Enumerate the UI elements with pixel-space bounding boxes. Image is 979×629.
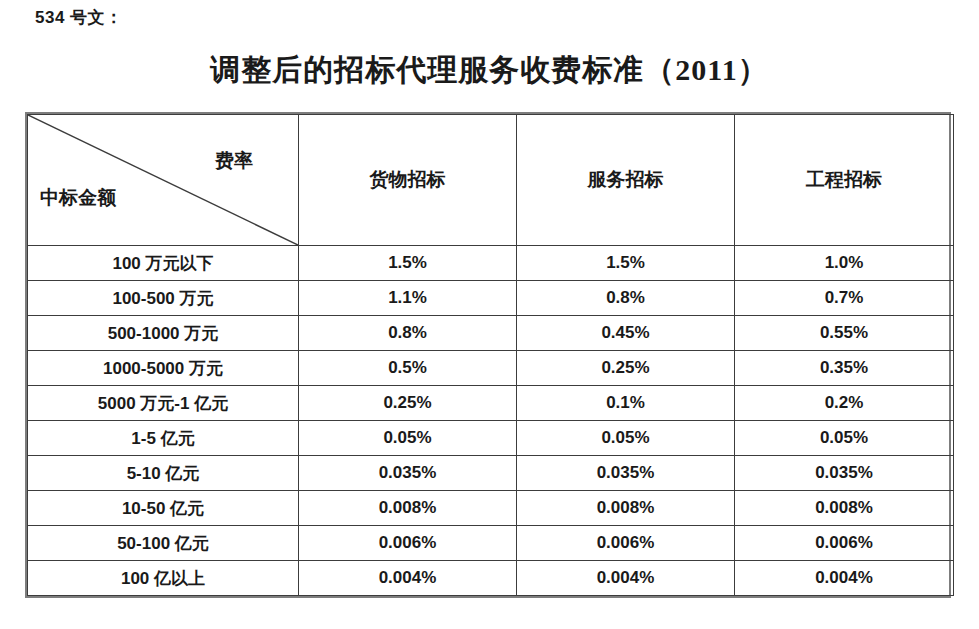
rate-cell-service: 0.45% [517, 316, 735, 351]
amount-cell: 1-5 亿元 [28, 421, 299, 456]
corner-label-rate: 费率 [215, 148, 253, 174]
rate-cell-goods: 1.5% [299, 246, 517, 281]
amount-cell: 100-500 万元 [28, 281, 299, 316]
amount-cell: 100 亿以上 [28, 561, 299, 596]
rate-cell-engineering: 0.006% [735, 526, 954, 561]
table-row: 1000-5000 万元 0.5% 0.25% 0.35% [28, 351, 954, 386]
rate-cell-engineering: 0.05% [735, 421, 954, 456]
rate-cell-service: 0.004% [517, 561, 735, 596]
diagonal-divider-line [28, 115, 298, 245]
table-row: 100 亿以上 0.004% 0.004% 0.004% [28, 561, 954, 596]
table-row: 500-1000 万元 0.8% 0.45% 0.55% [28, 316, 954, 351]
rate-cell-goods: 0.05% [299, 421, 517, 456]
rate-cell-goods: 0.8% [299, 316, 517, 351]
rate-cell-engineering: 0.035% [735, 456, 954, 491]
col-header-service-bidding: 服务招标 [517, 115, 735, 246]
rate-cell-service: 0.1% [517, 386, 735, 421]
rate-cell-service: 0.25% [517, 351, 735, 386]
table-row: 100-500 万元 1.1% 0.8% 0.7% [28, 281, 954, 316]
amount-cell: 500-1000 万元 [28, 316, 299, 351]
rate-cell-engineering: 0.2% [735, 386, 954, 421]
rate-cell-service: 1.5% [517, 246, 735, 281]
col-header-goods-bidding: 货物招标 [299, 115, 517, 246]
rate-cell-goods: 1.1% [299, 281, 517, 316]
rate-cell-service: 0.008% [517, 491, 735, 526]
corner-label-amount: 中标金额 [40, 185, 116, 211]
table-row: 10-50 亿元 0.008% 0.008% 0.008% [28, 491, 954, 526]
amount-cell: 10-50 亿元 [28, 491, 299, 526]
rate-cell-goods: 0.006% [299, 526, 517, 561]
rate-cell-engineering: 0.7% [735, 281, 954, 316]
rate-cell-goods: 0.5% [299, 351, 517, 386]
rate-cell-goods: 0.008% [299, 491, 517, 526]
rate-cell-goods: 0.004% [299, 561, 517, 596]
page-title: 调整后的招标代理服务收费标准（2011） [0, 50, 979, 91]
rate-cell-engineering: 1.0% [735, 246, 954, 281]
rate-cell-service: 0.006% [517, 526, 735, 561]
amount-cell: 100 万元以下 [28, 246, 299, 281]
rate-cell-engineering: 0.004% [735, 561, 954, 596]
rate-cell-service: 0.05% [517, 421, 735, 456]
rate-cell-service: 0.8% [517, 281, 735, 316]
table-row: 5-10 亿元 0.035% 0.035% 0.035% [28, 456, 954, 491]
rate-cell-goods: 0.035% [299, 456, 517, 491]
table-row: 5000 万元-1 亿元 0.25% 0.1% 0.2% [28, 386, 954, 421]
amount-cell: 50-100 亿元 [28, 526, 299, 561]
table-row: 1-5 亿元 0.05% 0.05% 0.05% [28, 421, 954, 456]
rate-cell-engineering: 0.55% [735, 316, 954, 351]
table-row: 100 万元以下 1.5% 1.5% 1.0% [28, 246, 954, 281]
amount-cell: 5-10 亿元 [28, 456, 299, 491]
rate-cell-engineering: 0.35% [735, 351, 954, 386]
fee-table: 费率 中标金额 货物招标 服务招标 工程招标 100 万元以下 1.5% 1.5… [25, 112, 951, 598]
doc-ref-label: 534 号文： [35, 6, 123, 29]
table-row: 50-100 亿元 0.006% 0.006% 0.006% [28, 526, 954, 561]
document-page: 534 号文： 调整后的招标代理服务收费标准（2011） 费率 中标金额 [0, 0, 979, 629]
amount-cell: 1000-5000 万元 [28, 351, 299, 386]
amount-cell: 5000 万元-1 亿元 [28, 386, 299, 421]
header-row: 费率 中标金额 货物招标 服务招标 工程招标 [28, 115, 954, 246]
corner-header-cell: 费率 中标金额 [28, 115, 299, 246]
col-header-engineering-bidding: 工程招标 [735, 115, 954, 246]
table-body: 100 万元以下 1.5% 1.5% 1.0% 100-500 万元 1.1% … [28, 246, 954, 596]
rate-cell-engineering: 0.008% [735, 491, 954, 526]
rate-cell-service: 0.035% [517, 456, 735, 491]
rate-cell-goods: 0.25% [299, 386, 517, 421]
